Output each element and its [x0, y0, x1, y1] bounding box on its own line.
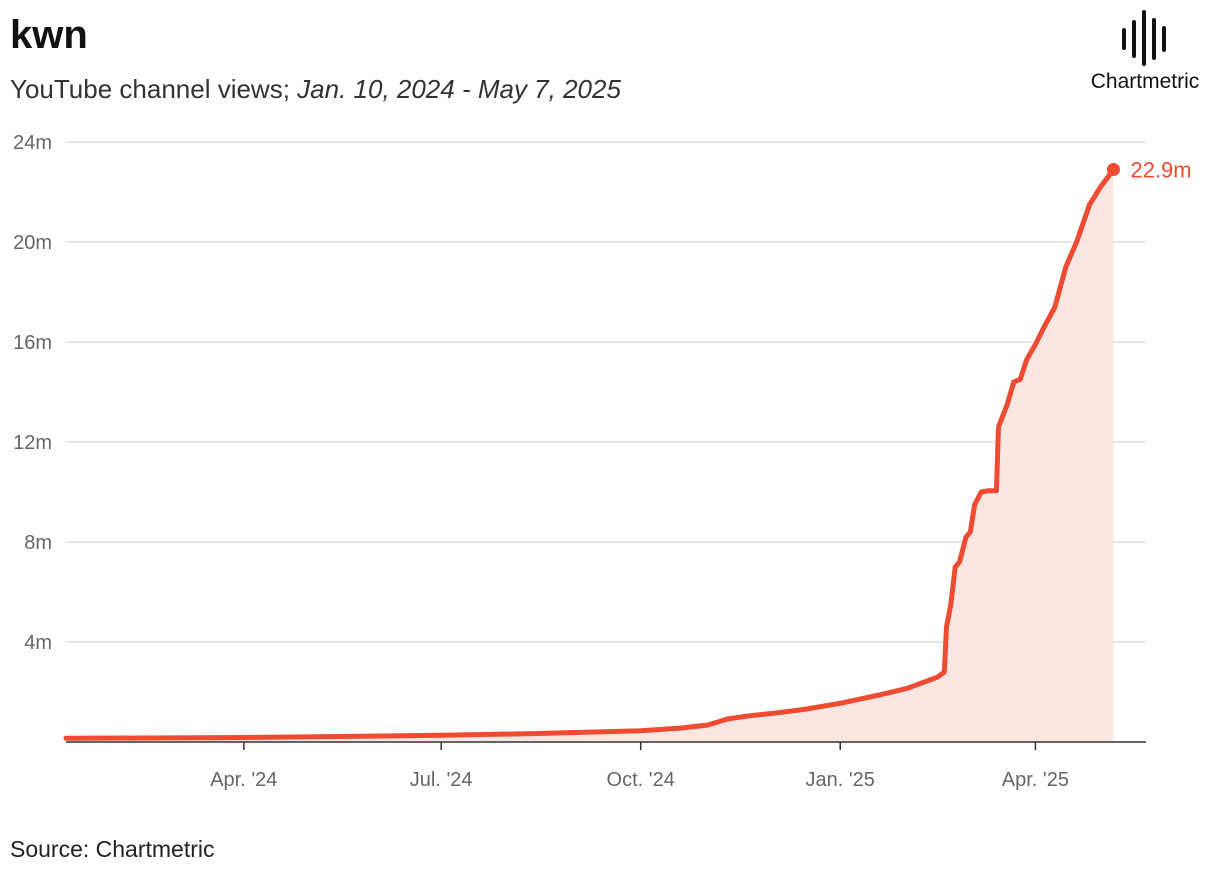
- subtitle-date-range: Jan. 10, 2024 - May 7, 2025: [297, 74, 621, 104]
- x-tick-label: Apr. '25: [1002, 769, 1069, 791]
- chart-title: kwn: [10, 13, 88, 57]
- y-tick-label: 12m: [13, 432, 52, 454]
- chart-subtitle: YouTube channel views; Jan. 10, 2024 - M…: [10, 72, 621, 106]
- views-line: [63, 167, 1116, 741]
- views-area-fill: [66, 169, 1114, 742]
- x-tick-label: Jan. '25: [805, 769, 874, 791]
- subtitle-prefix: YouTube channel views;: [10, 74, 298, 104]
- end-point-marker: [1106, 163, 1120, 176]
- soundwave-icon: [1122, 10, 1166, 66]
- source-note: Source: Chartmetric: [10, 836, 215, 862]
- y-tick-label: 8m: [24, 532, 52, 554]
- end-value-label: 22.9m: [1130, 158, 1191, 183]
- y-tick-label: 20m: [13, 232, 52, 254]
- labels: 4m 8m 12m 16m 20m 24m Apr. '24 Jul. '24 Oct. '24…: [13, 132, 1192, 791]
- logo-text: Chartmetric: [1090, 70, 1200, 93]
- y-tick-label: 16m: [13, 332, 52, 354]
- chartmetric-logo: Chartmetric: [1080, 8, 1210, 98]
- area-layer: [63, 163, 1120, 742]
- x-tick-label: Jul. '24: [410, 769, 473, 791]
- y-tick-label: 4m: [24, 632, 52, 654]
- x-tick-label: Apr. '24: [210, 769, 277, 791]
- axes: [66, 741, 1146, 750]
- x-tick-label: Oct. '24: [607, 769, 675, 791]
- y-tick-label: 24m: [13, 132, 52, 154]
